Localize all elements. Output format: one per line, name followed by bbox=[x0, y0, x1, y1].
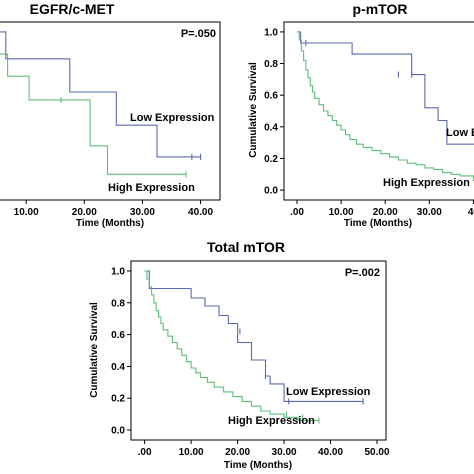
y-tick-label: 0.4 bbox=[264, 122, 278, 133]
x-tick-label: 20.00 bbox=[373, 207, 398, 218]
series-label-low: Low Expression bbox=[130, 112, 215, 124]
survival-curve-low bbox=[144, 270, 364, 402]
x-tick-label: 10.00 bbox=[329, 207, 354, 218]
survival-curve-high bbox=[144, 270, 319, 422]
plot-frame bbox=[283, 21, 474, 201]
y-tick-label: 0.6 bbox=[264, 91, 278, 102]
survival-curves bbox=[297, 31, 474, 182]
series-label-low: Low Expression bbox=[286, 386, 371, 398]
series-label-high: High Expression bbox=[228, 415, 315, 427]
chart-p-mtor: p-mTOR .00 10.00 20.00 30.00 40 0.0 0.2 0.4 0.6 0… bbox=[248, 1, 474, 229]
x-tick-label: .00 bbox=[290, 207, 304, 218]
y-tick-label: 0.0 bbox=[264, 186, 278, 197]
chart-egfr-cmet: EGFR/c-MET P=.050 10.00 20.00 30.00 40.00 L… bbox=[0, 1, 221, 229]
x-axis-label: Time (Months) bbox=[224, 460, 292, 471]
survival-curve-high bbox=[297, 31, 474, 182]
x-axis-label: Time (Months) bbox=[344, 218, 412, 229]
survival-curves bbox=[144, 270, 364, 424]
plot-frame bbox=[130, 260, 387, 441]
series-label-high: High Expression bbox=[108, 182, 195, 194]
x-tick-label: 40.00 bbox=[188, 207, 213, 218]
y-axis-label: Cumulative Survival bbox=[248, 62, 259, 158]
x-ticks: 10.00 20.00 30.00 40.00 bbox=[14, 200, 214, 218]
y-tick-label: 0.0 bbox=[111, 426, 125, 437]
chart-title: p-mTOR bbox=[353, 1, 408, 17]
y-axis-label: Cumulative Survival bbox=[89, 302, 100, 398]
survival-curve-high bbox=[0, 53, 186, 175]
x-tick-label: .00 bbox=[138, 447, 152, 458]
axis-ticks: .00 10.00 20.00 30.00 40 0.0 0.2 0.4 0.6 0.8 1.0 bbox=[264, 27, 474, 218]
chart-title: Total mTOR bbox=[207, 239, 285, 255]
x-tick-label: 30.00 bbox=[272, 447, 297, 458]
survival-curve-low bbox=[0, 31, 201, 158]
plot-frame bbox=[0, 21, 221, 201]
y-tick-label: 0.6 bbox=[111, 330, 125, 341]
x-tick-label: 50.00 bbox=[365, 447, 390, 458]
x-tick-label: 30.00 bbox=[417, 207, 442, 218]
y-tick-label: 0.2 bbox=[264, 154, 278, 165]
y-tick-label: 0.8 bbox=[111, 298, 125, 309]
x-tick-label: 40.00 bbox=[318, 447, 343, 458]
x-tick-label: 30.00 bbox=[130, 207, 155, 218]
axis-ticks: .00 10.00 20.00 30.00 40.00 50.00 0.0 0.2 0.4 0.6… bbox=[111, 266, 390, 458]
x-tick-label: 20.00 bbox=[72, 207, 97, 218]
y-tick-label: 0.8 bbox=[264, 59, 278, 70]
x-tick-label: 10.00 bbox=[179, 447, 204, 458]
x-axis-label: Time (Months) bbox=[76, 218, 144, 229]
series-label-low: Low E bbox=[446, 127, 474, 139]
chart-total-mtor: Total mTOR P=.002 .00 10.00 20.00 30.00 40.0… bbox=[89, 239, 390, 471]
x-tick-label: 20.00 bbox=[225, 447, 250, 458]
p-value-annotation: P=.050 bbox=[181, 28, 216, 40]
series-label-high: High Expression bbox=[383, 177, 470, 189]
chart-title: EGFR/c-MET bbox=[30, 1, 115, 17]
p-value-annotation: P=.002 bbox=[345, 267, 380, 279]
x-tick-label: 40 bbox=[468, 207, 474, 218]
y-tick-label: 0.4 bbox=[111, 362, 125, 373]
y-tick-label: 0.2 bbox=[111, 394, 125, 405]
x-tick-label: 10.00 bbox=[14, 207, 39, 218]
y-tick-label: 1.0 bbox=[111, 266, 125, 277]
y-tick-label: 1.0 bbox=[264, 27, 278, 38]
survival-curves bbox=[0, 31, 202, 178]
